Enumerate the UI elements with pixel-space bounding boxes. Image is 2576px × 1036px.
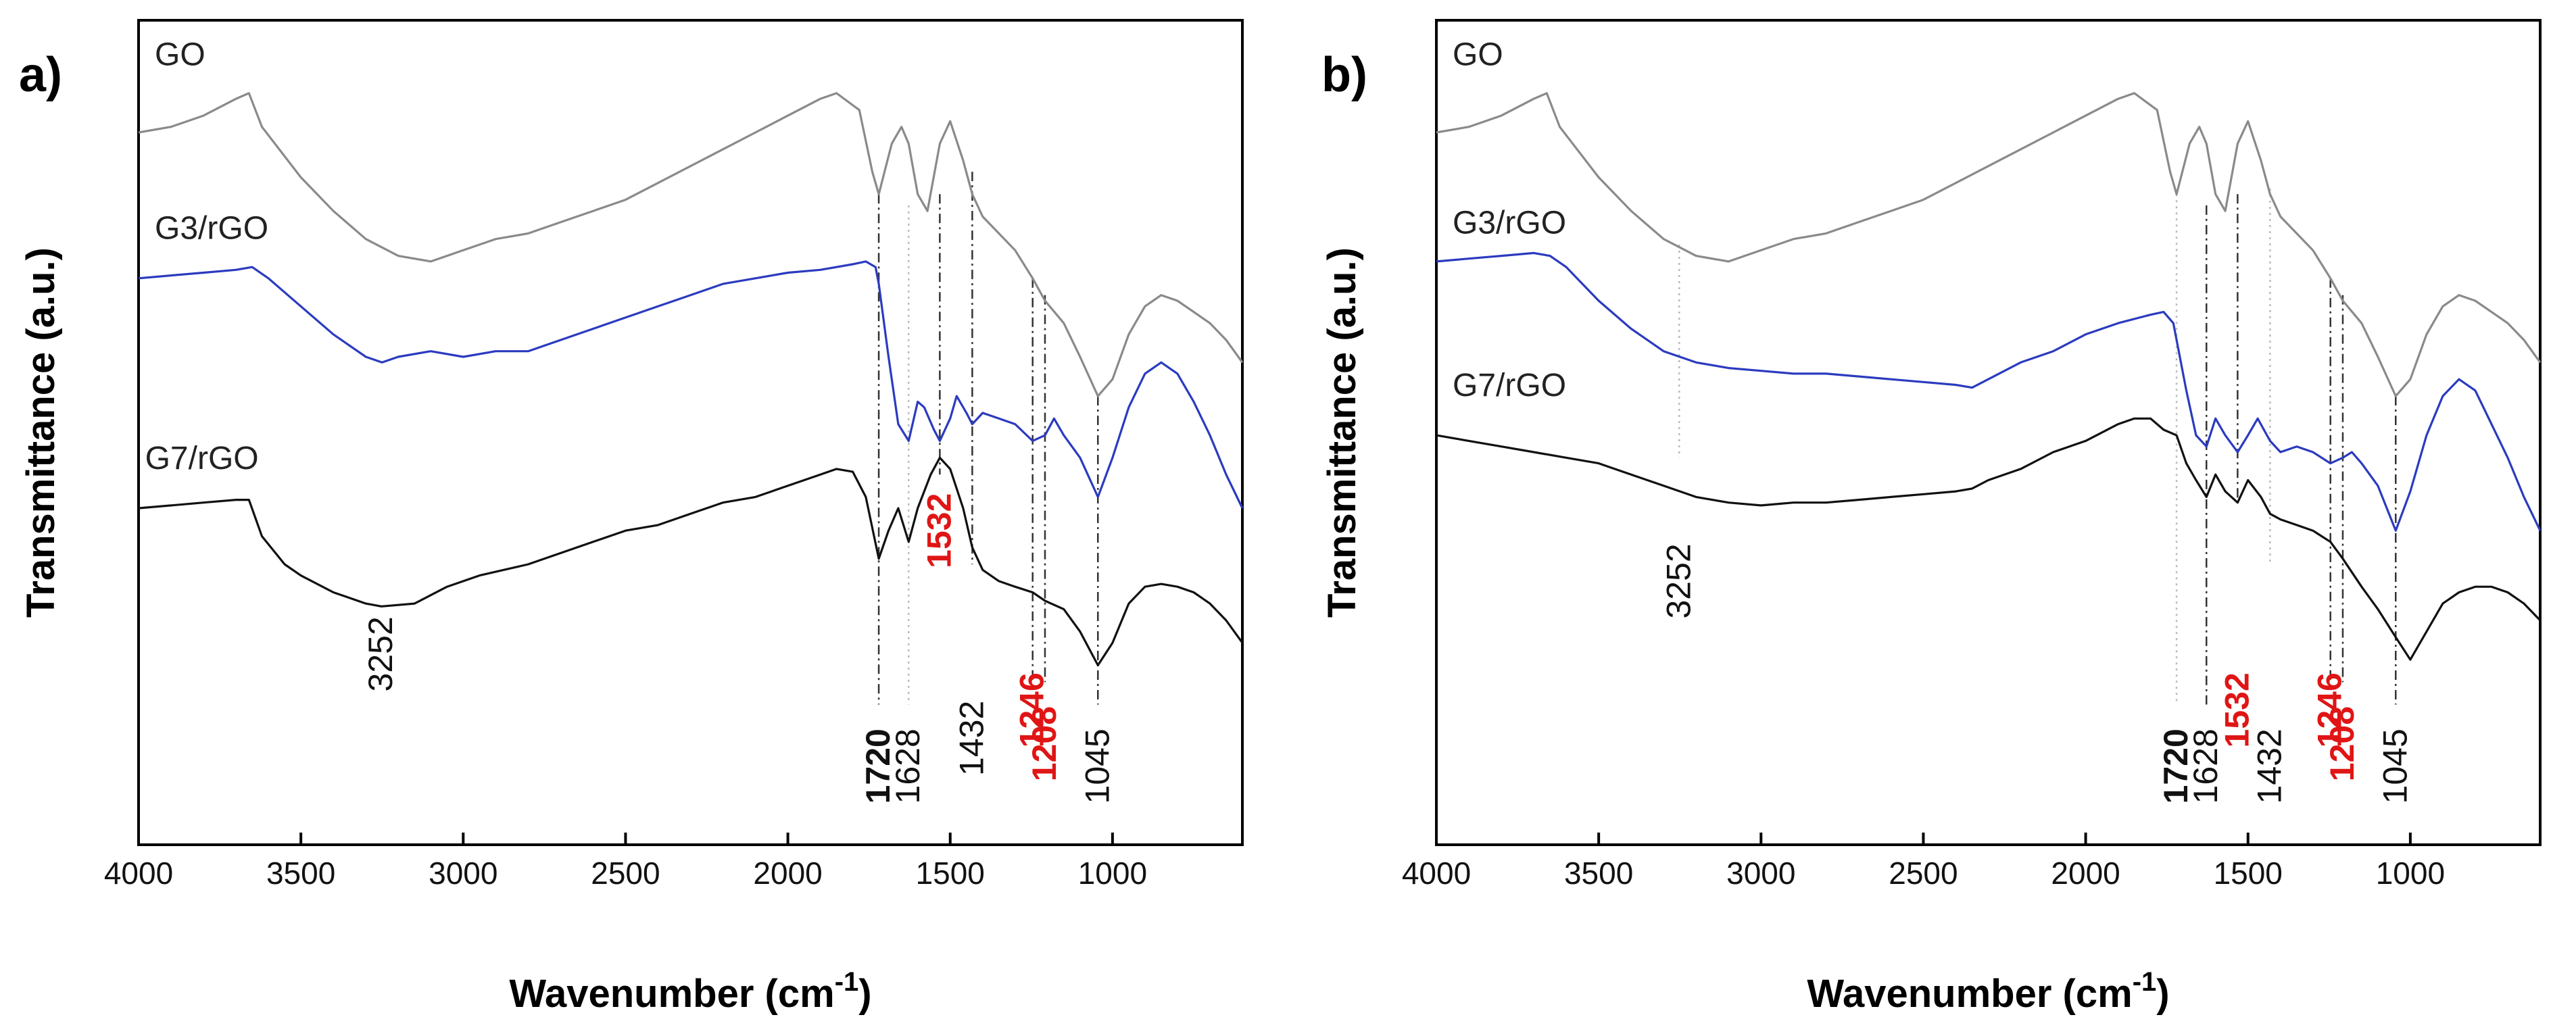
series-label: GO: [155, 36, 205, 72]
peak-annotation-3252: 3252: [1659, 543, 1697, 618]
x-tick-label: 3500: [1564, 856, 1633, 891]
peak-annotation-1720: 1720: [859, 729, 897, 804]
series-line-go: [138, 92, 1244, 397]
peak-annotation-1246: 1246: [1013, 672, 1051, 747]
x-tick-label: 1500: [2214, 856, 2283, 891]
panel-label: b): [1321, 48, 1367, 102]
series-label: G3/rGO: [155, 211, 268, 247]
x-tick-label: 4000: [104, 856, 173, 891]
x-axis-title: Wavenumber (cm-1): [1807, 967, 2169, 1016]
y-axis-title: Transmittance (a.u.): [19, 247, 63, 618]
peak-annotation-1628: 1628: [2187, 729, 2225, 804]
peak-annotation-1432: 1432: [952, 701, 990, 776]
x-tick-label: 4000: [1402, 856, 1471, 891]
series-line-go: [1436, 92, 2542, 397]
x-tick-label: 3000: [429, 856, 497, 891]
x-tick-label: 1000: [2376, 856, 2445, 891]
x-tick-label: 2000: [753, 856, 822, 891]
series-label: G7/rGO: [1453, 368, 1566, 403]
x-tick-label: 3500: [266, 856, 335, 891]
peak-annotation-1720: 1720: [2157, 729, 2195, 804]
series-label: GO: [1453, 36, 1503, 72]
y-axis-title: Transmittance (a.u.): [1320, 247, 1364, 618]
plot-frame: [137, 19, 1244, 846]
x-axis-title: Wavenumber (cm-1): [509, 967, 871, 1016]
series-line-g3-rgo: [138, 260, 1244, 509]
series-label: G7/rGO: [145, 441, 259, 476]
plot-frame: [1435, 19, 2542, 846]
x-tick-label: 2500: [591, 856, 660, 891]
x-tick-label: 2500: [1889, 856, 1958, 891]
series-line-g7-rgo: [138, 456, 1244, 666]
peak-annotation-3252: 3252: [362, 616, 399, 691]
x-tick-label: 2000: [2051, 856, 2120, 891]
peak-annotation-1432: 1432: [2250, 729, 2288, 804]
panel-label: a): [19, 48, 62, 102]
x-tick-label: 1000: [1078, 856, 1147, 891]
peak-annotation-1045: 1045: [2376, 729, 2414, 804]
series-line-g3-rgo: [1436, 251, 2542, 532]
peak-annotation-1208: 1208: [2323, 706, 2361, 781]
peak-annotation-1532: 1532: [920, 493, 958, 568]
peak-annotation-1045: 1045: [1078, 729, 1116, 804]
peak-annotation-1628: 1628: [889, 729, 927, 804]
peak-annotation-1532: 1532: [2218, 672, 2256, 747]
series-line-g7-rgo: [1436, 417, 2542, 661]
x-tick-label: 3000: [1726, 856, 1795, 891]
series-label: G3/rGO: [1453, 205, 1566, 241]
peak-annotation-1246: 1246: [2311, 672, 2349, 747]
peak-annotation-1208: 1208: [1025, 706, 1063, 781]
x-tick-label: 1500: [916, 856, 985, 891]
